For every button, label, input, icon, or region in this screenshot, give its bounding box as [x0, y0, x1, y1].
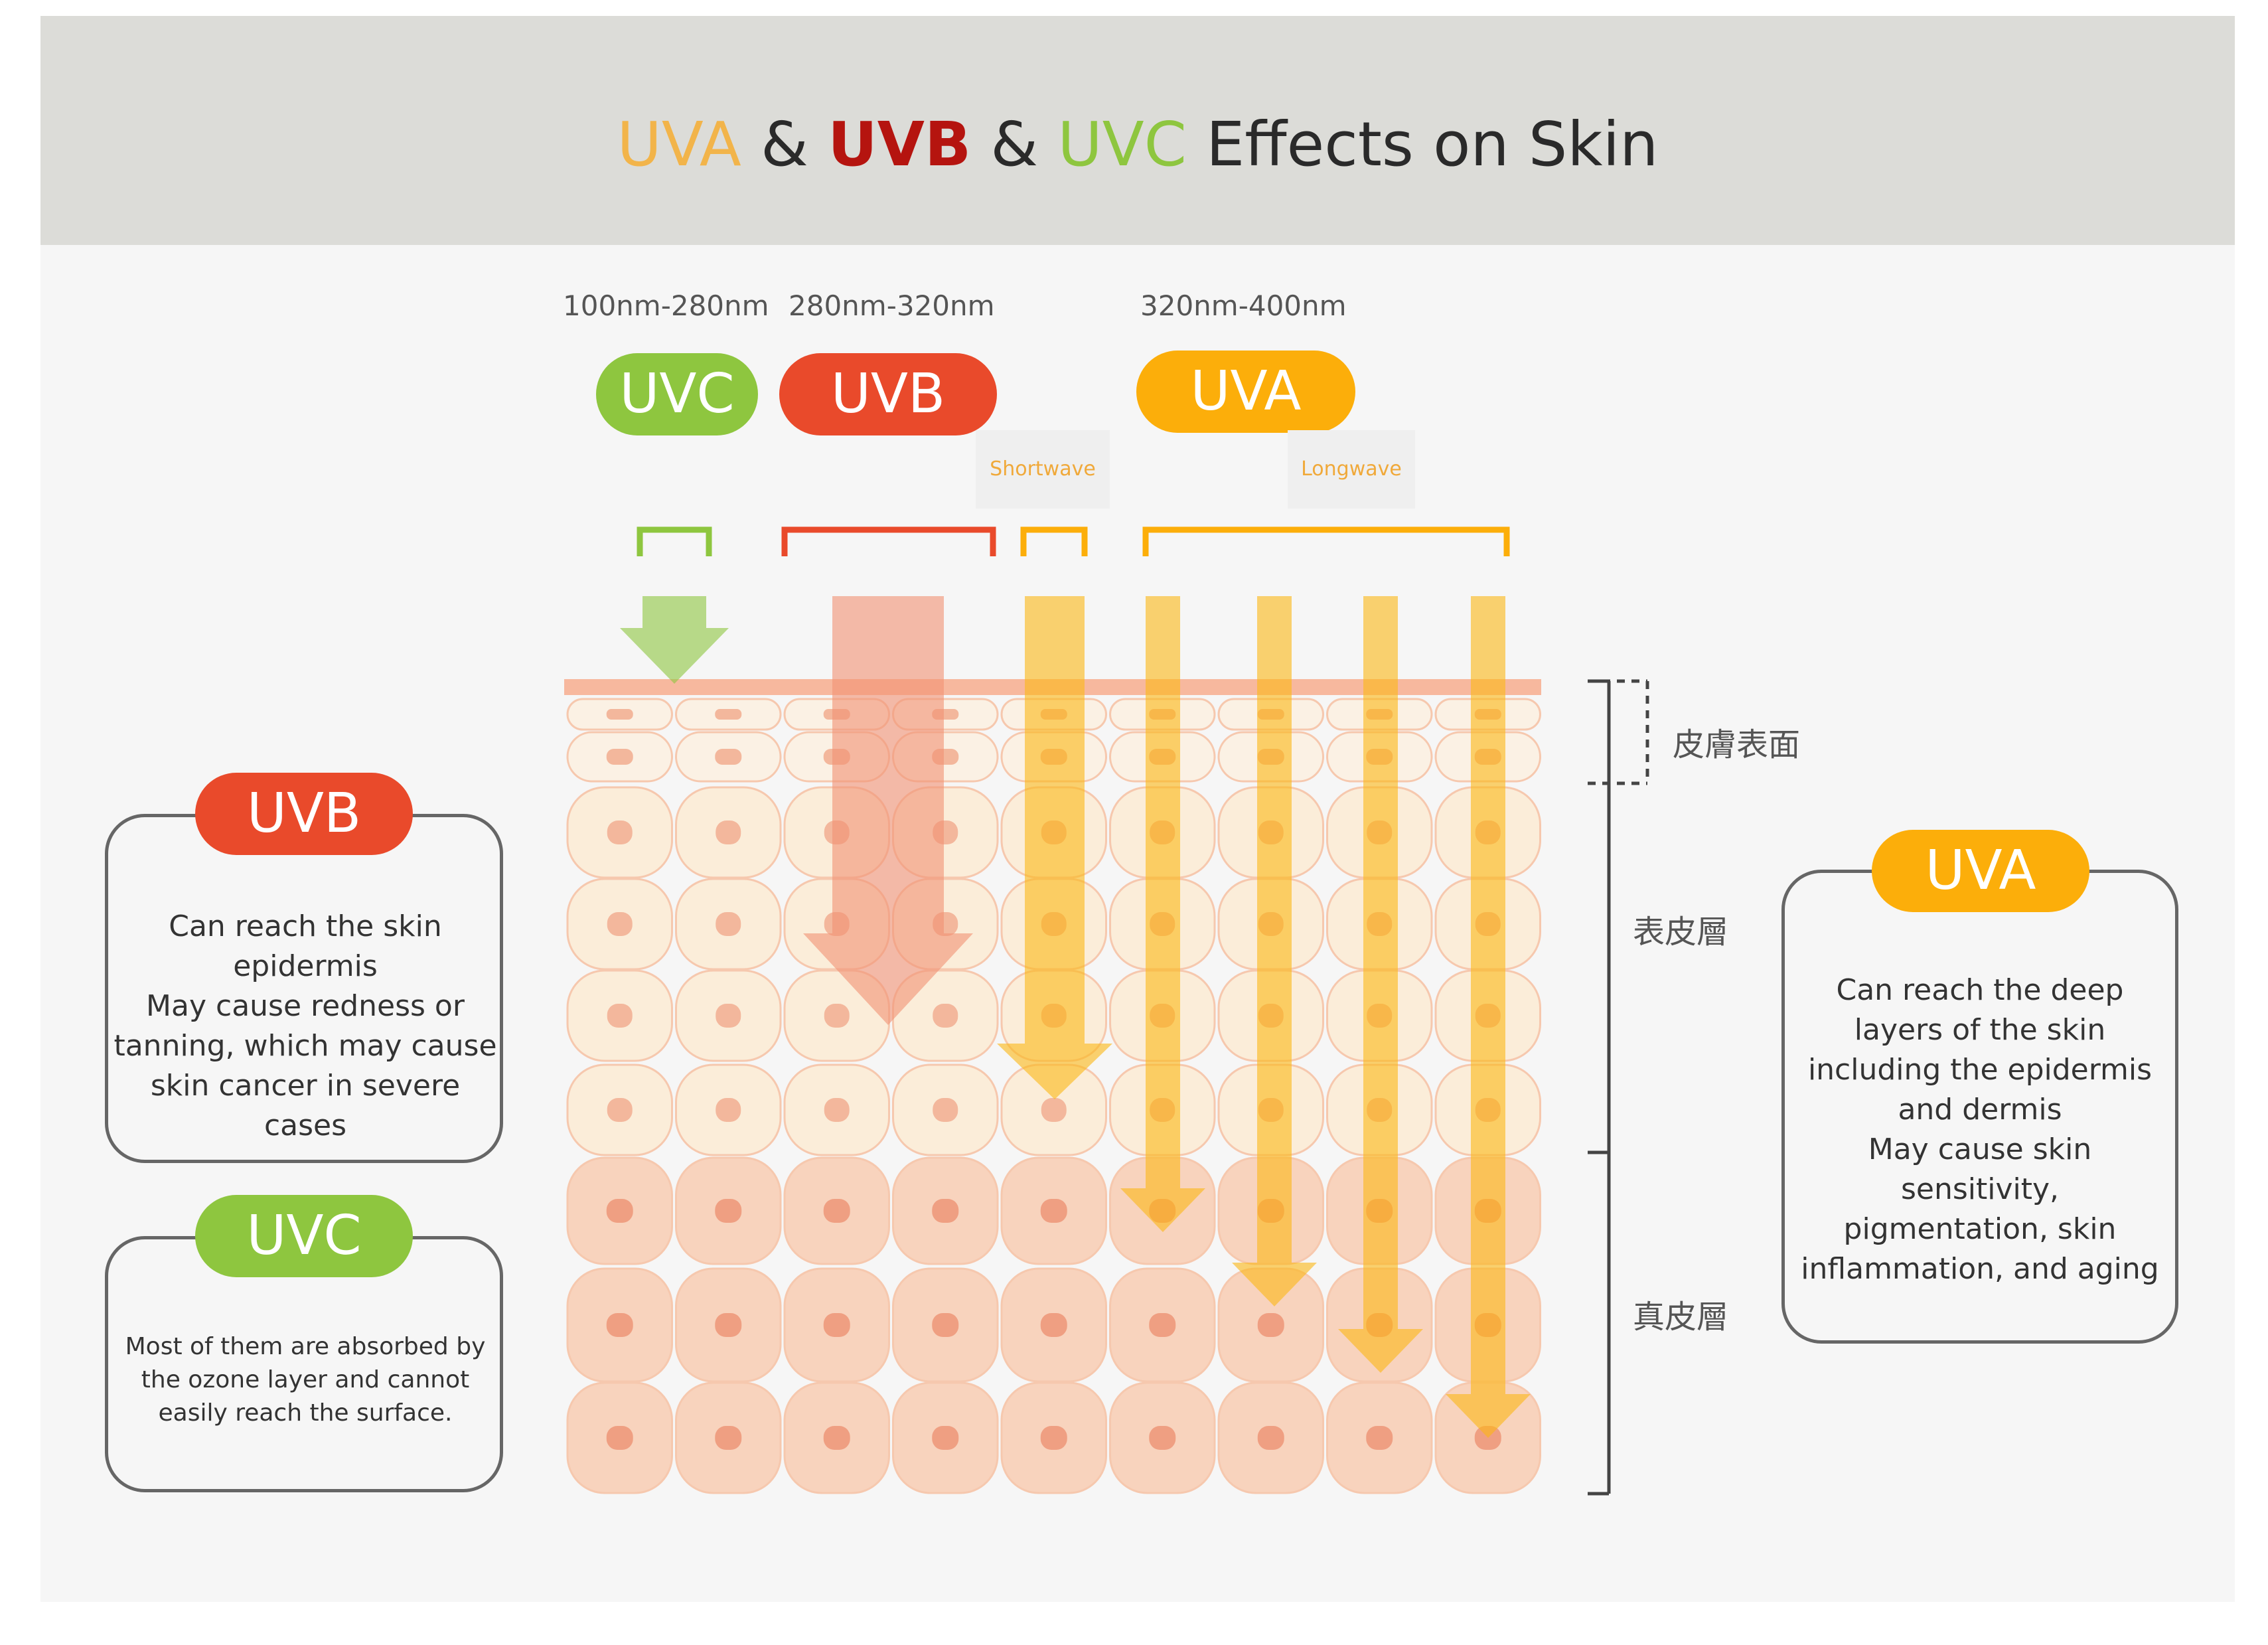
- cell-nucleus: [932, 1313, 959, 1337]
- uv-arrows: [620, 596, 1531, 1438]
- uva-short-arrow: [997, 596, 1112, 1099]
- skin-layer-bracket: [1588, 679, 1649, 1496]
- dermis-label: 真皮層: [1633, 1298, 1729, 1336]
- cell-nucleus: [716, 912, 741, 936]
- uvc-card-line: Most of them are absorbed by: [125, 1333, 486, 1360]
- cell-nucleus: [823, 1313, 850, 1337]
- uva-long-arrow-4: [1446, 596, 1531, 1438]
- cell-nucleus: [824, 1004, 850, 1028]
- cell-nucleus: [1257, 1426, 1284, 1450]
- uva-long-arrow-3: [1338, 596, 1423, 1373]
- uvc-range-label: 100nm-280nm: [563, 289, 769, 322]
- cell-nucleus: [823, 1426, 850, 1450]
- cell-nucleus: [1040, 1199, 1067, 1223]
- uvb-card-line: skin cancer in severe cases: [150, 1069, 461, 1142]
- title-banner: UVA & UVB & UVC Effects on Skin: [40, 16, 2235, 245]
- cell-nucleus: [716, 1098, 741, 1122]
- uva-card-line: sensitivity,: [1900, 1172, 2060, 1206]
- page-title: UVA & UVB & UVC Effects on Skin: [40, 109, 2235, 180]
- cell-nucleus: [715, 709, 742, 720]
- cell-nucleus: [716, 1004, 741, 1028]
- uva-long-arrow-1: [1120, 596, 1205, 1232]
- title-uvb: UVB: [828, 109, 972, 180]
- uva-pill: UVA: [1136, 351, 1355, 433]
- uva-card-line: inflammation, and aging: [1801, 1252, 2159, 1286]
- cell-nucleus: [1040, 1313, 1067, 1337]
- cell-nucleus: [607, 912, 633, 936]
- uvb-card-pill: UVB: [195, 773, 413, 855]
- cell-nucleus: [606, 1199, 633, 1223]
- longwave-tag: Longwave: [1288, 430, 1415, 509]
- cell-nucleus: [1040, 1426, 1067, 1450]
- cell-nucleus: [715, 1313, 742, 1337]
- uvc-card-line: easily reach the surface.: [158, 1399, 453, 1427]
- skin-surface-label: 皮膚表面: [1673, 726, 1801, 763]
- uvb-range-label: 280nm-320nm: [789, 289, 995, 322]
- uvb-card-text: Can reach the skin epidermis May cause r…: [113, 907, 498, 1146]
- uvc-arrow: [620, 596, 729, 684]
- title-rest: Effects on Skin: [1186, 109, 1659, 180]
- cell-nucleus: [933, 1004, 958, 1028]
- uvb-card-line: epidermis: [233, 949, 378, 983]
- uva-info-card: [1781, 870, 2178, 1344]
- cell-nucleus: [715, 749, 742, 765]
- uvc-card-pill: UVC: [195, 1195, 413, 1277]
- uvc-info-card: [105, 1236, 503, 1492]
- cell-nucleus: [606, 1426, 633, 1450]
- cell-nucleus: [1149, 1313, 1176, 1337]
- uva-range-label: 320nm-400nm: [1140, 289, 1347, 322]
- cell-nucleus: [824, 1098, 850, 1122]
- uvb-arrow: [803, 596, 973, 1025]
- uvc-bracket: [637, 526, 712, 556]
- uvb-info-card: [105, 814, 503, 1163]
- cell-nucleus: [606, 1313, 633, 1337]
- cell-nucleus: [716, 821, 741, 844]
- cell-nucleus: [1366, 1426, 1393, 1450]
- cell-nucleus: [606, 709, 633, 720]
- uvb-card-line: Can reach the skin: [169, 909, 442, 943]
- uvb-bracket: [781, 526, 996, 556]
- title-uvc: UVC: [1057, 109, 1187, 180]
- uvc-card-line: the ozone layer and cannot: [141, 1366, 470, 1393]
- uva-card-line: May cause skin: [1868, 1133, 2092, 1166]
- shortwave-tag: Shortwave: [976, 430, 1110, 509]
- cell-nucleus: [1041, 1098, 1067, 1122]
- uvc-pill: UVC: [596, 353, 758, 435]
- cell-nucleus: [715, 1426, 742, 1450]
- cell-nucleus: [606, 749, 633, 765]
- uva-card-line: pigmentation, skin: [1843, 1212, 2117, 1246]
- uva-card-pill: UVA: [1872, 830, 2089, 912]
- cell-nucleus: [607, 821, 633, 844]
- uva-card-line: including the epidermis: [1807, 1053, 2153, 1087]
- cell-nucleus: [1474, 1426, 1501, 1450]
- uva-card-text: Can reach the deep layers of the skin in…: [1788, 971, 2172, 1289]
- title-uva: UVA: [617, 109, 741, 180]
- cell-nucleus: [607, 1004, 633, 1028]
- title-amp-2: &: [971, 109, 1058, 180]
- title-amp-1: &: [741, 109, 828, 180]
- uva-card-line: layers of the skin: [1854, 1013, 2106, 1047]
- uva-long-bracket: [1142, 526, 1510, 556]
- uvb-pill: UVB: [779, 353, 997, 435]
- epidermis-label: 表皮層: [1633, 913, 1729, 951]
- cell-nucleus: [607, 1098, 633, 1122]
- cell-nucleus: [1257, 1313, 1284, 1337]
- uva-short-bracket: [1020, 526, 1088, 556]
- uva-card-line: Can reach the deep: [1836, 973, 2124, 1007]
- cell-nucleus: [933, 1098, 958, 1122]
- cell-nucleus: [1149, 1426, 1176, 1450]
- uvb-card-line: May cause redness or: [146, 989, 465, 1023]
- uva-long-arrow-2: [1232, 596, 1317, 1306]
- cell-nucleus: [932, 1199, 959, 1223]
- wavelength-brackets: [637, 526, 1510, 556]
- uvb-card-line: tanning, which may cause: [113, 1029, 497, 1063]
- uva-card-line: and dermis: [1898, 1093, 2062, 1127]
- cell-nucleus: [932, 1426, 959, 1450]
- cell-nucleus: [715, 1199, 742, 1223]
- cell-nucleus: [823, 1199, 850, 1223]
- uvc-card-text: Most of them are absorbed by the ozone l…: [113, 1330, 498, 1430]
